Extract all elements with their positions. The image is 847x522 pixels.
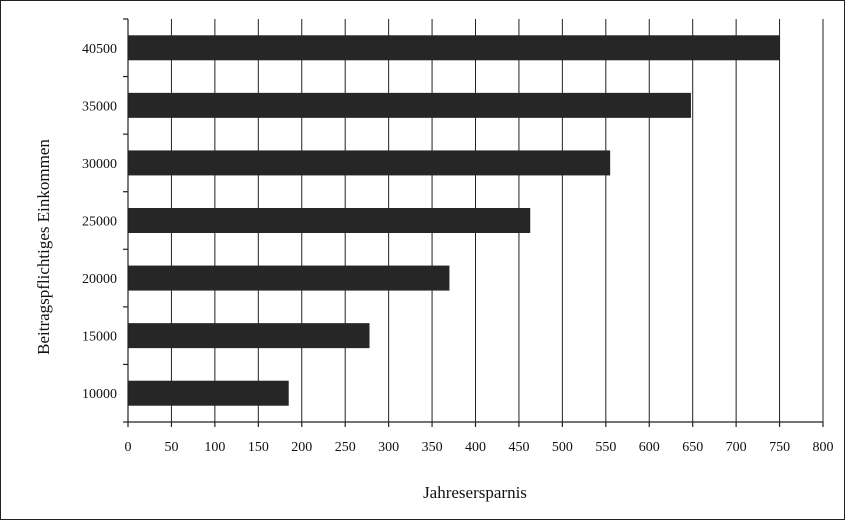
x-axis-title: Jahresersparnis — [423, 483, 527, 502]
x-tick-label: 750 — [769, 440, 790, 455]
x-tick-label: 600 — [639, 440, 660, 455]
y-axis-title: Beitragspflichtiges Einkommen — [34, 139, 53, 355]
x-tick-label: 500 — [552, 440, 573, 455]
y-tick-label: 30000 — [82, 157, 117, 172]
axes — [123, 18, 824, 427]
bar-25000 — [128, 208, 531, 233]
y-tick-label: 10000 — [82, 387, 117, 402]
x-tick-label: 50 — [164, 440, 178, 455]
x-tick-labels: 0 50 100 150 200 250 300 350 400 450 500 550 600 650 7… — [125, 440, 834, 455]
bar-15000 — [128, 323, 370, 349]
x-tick-label: 350 — [422, 440, 443, 455]
x-tick-label: 450 — [508, 440, 529, 455]
x-tick-label: 700 — [726, 440, 747, 455]
x-tick-label: 0 — [125, 440, 132, 455]
x-tick-label: 250 — [335, 440, 356, 455]
x-tick-label: 150 — [248, 440, 269, 455]
y-tick-label: 25000 — [82, 215, 117, 230]
bars — [128, 35, 780, 406]
bar-10000 — [128, 380, 289, 406]
y-tick-labels: 10000 15000 20000 25000 30000 35000 40500 — [82, 42, 117, 402]
x-tick-label: 100 — [204, 440, 225, 455]
x-tick-label: 650 — [682, 440, 703, 455]
bar-40500 — [128, 35, 780, 61]
x-tick-label: 300 — [378, 440, 399, 455]
y-tick-label: 40500 — [82, 42, 117, 57]
x-tick-label: 550 — [595, 440, 616, 455]
bar-35000 — [128, 92, 691, 118]
y-tick-label: 15000 — [82, 330, 117, 345]
bar-30000 — [128, 150, 611, 176]
y-tick-label: 35000 — [82, 99, 117, 114]
x-tick-label: 200 — [291, 440, 312, 455]
x-tick-label: 400 — [465, 440, 486, 455]
x-tick-label: 800 — [813, 440, 834, 455]
bar-20000 — [128, 265, 450, 291]
y-tick-label: 20000 — [82, 272, 117, 287]
